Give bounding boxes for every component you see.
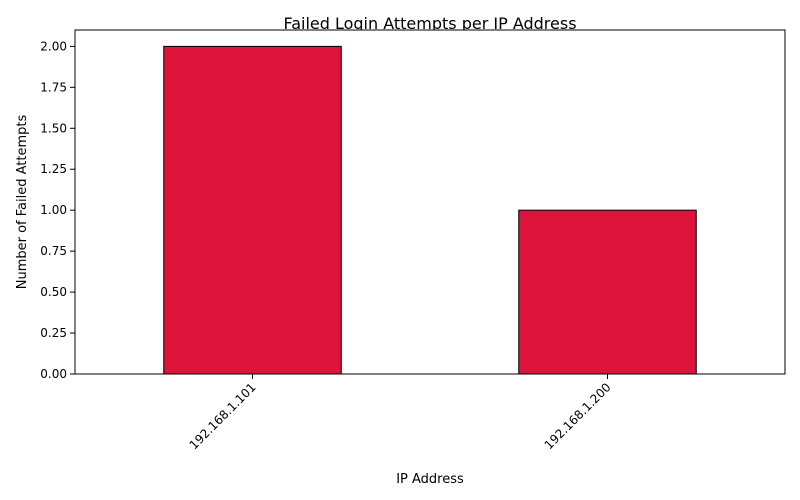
- y-tick-label: 0.00: [40, 367, 67, 381]
- x-axis-label: IP Address: [396, 472, 464, 487]
- y-tick-label: 0.25: [40, 326, 67, 340]
- y-tick-label: 1.50: [40, 121, 67, 135]
- plot-frame: [74, 29, 786, 375]
- y-tick-label: 1.25: [40, 162, 67, 176]
- chart-title: Failed Login Attempts per IP Address: [283, 14, 576, 33]
- y-tick-label: 1.75: [40, 80, 67, 94]
- x-axis-ticks: 192.168.1.101 192.168.1.200: [187, 374, 614, 452]
- x-tick-label: 192.168.1.200: [542, 380, 614, 452]
- y-axis-ticks: 0.00 0.25 0.50 0.75 1.00 1.25 1.50 1.75 2.00: [40, 39, 75, 381]
- y-tick-label: 0.50: [40, 285, 67, 299]
- y-axis-label: Number of Failed Attempts: [15, 115, 30, 290]
- y-tick-label: 0.75: [40, 244, 67, 258]
- bars-group: [163, 45, 697, 375]
- bar-192-168-1-101: [163, 45, 342, 375]
- y-tick-label: 1.00: [40, 203, 67, 217]
- bar-192-168-1-200: [518, 209, 697, 375]
- y-tick-label: 2.00: [40, 39, 67, 53]
- x-tick-label: 192.168.1.101: [187, 380, 259, 452]
